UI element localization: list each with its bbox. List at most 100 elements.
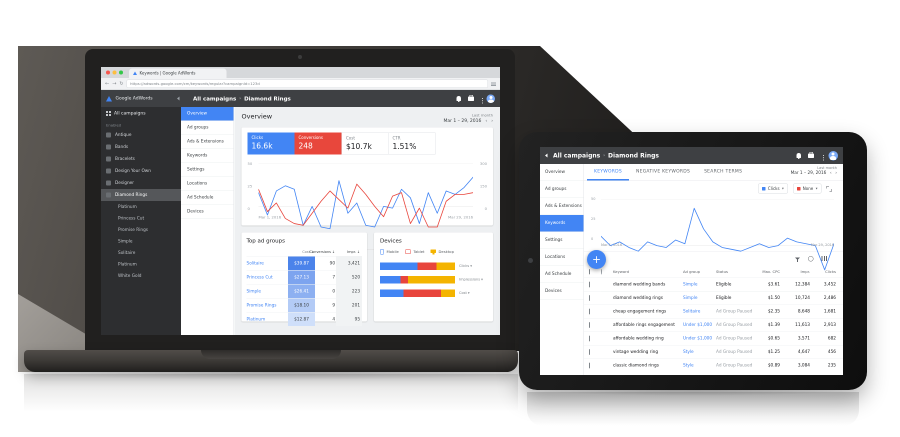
forward-icon[interactable]: →	[112, 80, 117, 87]
tools-briefcase-icon[interactable]	[808, 147, 814, 164]
legend-item-desktop[interactable]: Desktop	[430, 249, 454, 255]
back-icon[interactable]: ←	[105, 80, 110, 87]
row-checkbox[interactable]	[589, 308, 601, 315]
column-header-keyword[interactable]: Keyword	[613, 269, 630, 274]
window-minimize-button[interactable]	[112, 70, 117, 75]
ad-group-link[interactable]: Style	[683, 349, 694, 355]
sidebar-collapse-icon[interactable]	[177, 96, 180, 101]
sidebar-campaign-design-your-own[interactable]: Design Your Own	[101, 165, 181, 177]
browser-tab[interactable]: Keywords | Google AdWords	[129, 68, 227, 78]
metric-select-2[interactable]: None ▾	[792, 183, 822, 194]
browser-menu-icon[interactable]	[491, 81, 496, 86]
sidebar-adgroup-platinum[interactable]: Platinum	[118, 204, 137, 210]
bar-metric-label[interactable]: Cost ▾	[459, 291, 470, 295]
breadcrumb-all-campaigns[interactable]: All campaigns	[193, 95, 237, 102]
bar-metric-label[interactable]: Clicks ▾	[459, 264, 473, 268]
tablet-nav-ad-groups[interactable]: Ad groups	[540, 181, 584, 198]
date-next-icon[interactable]: ›	[491, 118, 493, 124]
row-checkbox[interactable]	[589, 281, 601, 288]
date-next-icon[interactable]: ›	[835, 170, 837, 176]
tablet-breadcrumb-all-campaigns[interactable]: All campaigns	[553, 152, 601, 159]
laptop-nav-locations[interactable]: Locations	[181, 177, 234, 191]
sidebar-all-campaigns[interactable]: All campaigns	[101, 107, 181, 120]
sidebar-campaign-diamond-rings[interactable]: Diamond Rings	[101, 189, 181, 201]
sidebar-adgroup-simple[interactable]: Simple	[118, 238, 133, 244]
sidebar-campaign-designer[interactable]: Designer	[101, 177, 181, 189]
row-checkbox[interactable]	[589, 335, 601, 342]
expand-chart-icon[interactable]	[826, 185, 832, 192]
tablet-nav-keywords[interactable]: Keywords	[540, 215, 584, 232]
ad-group-link[interactable]: Under $1,000	[683, 336, 713, 341]
metric-conversions[interactable]: Conversions 248	[294, 132, 342, 155]
tools-briefcase-icon[interactable]	[468, 90, 474, 107]
column-header-impr[interactable]: Impr. ↓	[347, 250, 361, 254]
overflow-menu-icon[interactable]	[822, 147, 824, 164]
bar-metric-label[interactable]: Impressions ▾	[459, 277, 483, 282]
keyword-cell[interactable]: classic diamond rings	[613, 363, 659, 368]
column-header-cost[interactable]: Cost ↓	[302, 250, 315, 254]
tablet-nav-locations[interactable]: Locations	[540, 249, 584, 266]
adwords-logo[interactable]: Google AdWords	[106, 90, 153, 107]
column-header-clicks[interactable]: Clicks	[825, 269, 836, 274]
column-header-conversions[interactable]: Conversions ↓	[309, 250, 336, 254]
ad-group-link[interactable]: Solitaire	[246, 260, 264, 266]
avatar[interactable]	[486, 90, 495, 107]
sidebar-adgroup-white-gold[interactable]: White Gold	[118, 273, 142, 279]
header-checkbox[interactable]	[589, 268, 601, 275]
filter-icon[interactable]	[795, 257, 800, 262]
laptop-nav-overview[interactable]: Overview	[181, 107, 234, 121]
ad-group-link[interactable]: Solitaire	[683, 309, 701, 314]
tablet-nav-ad-schedule[interactable]: Ad Schedule	[540, 266, 584, 283]
ad-group-link[interactable]: Platinum	[246, 316, 266, 322]
keyword-cell[interactable]: diamond wedding rings	[613, 295, 663, 301]
tablet-nav-overview[interactable]: Overview	[540, 164, 584, 181]
row-checkbox[interactable]	[589, 349, 601, 355]
row-checkbox[interactable]	[589, 322, 601, 328]
metric-select-1[interactable]: Clicks ▾	[757, 183, 788, 194]
column-header-ad-group[interactable]: Ad group	[683, 269, 700, 274]
ad-group-link[interactable]: Princess Cut	[246, 274, 273, 280]
tablet-nav-settings[interactable]: Settings	[540, 232, 584, 249]
overflow-menu-icon[interactable]	[481, 90, 483, 107]
sidebar-campaign-antique[interactable]: Antique	[101, 129, 181, 141]
add-keyword-fab[interactable]: +	[587, 250, 606, 269]
ad-group-link[interactable]: Simple	[683, 282, 698, 287]
metric-cost[interactable]: Cost $10.7k	[341, 132, 389, 155]
laptop-nav-settings[interactable]: Settings	[181, 163, 234, 177]
legend-item-mobile[interactable]: Mobile	[380, 249, 399, 255]
ad-group-link[interactable]: Promise Rings	[246, 302, 277, 308]
row-checkbox[interactable]	[589, 295, 601, 301]
notifications-bell-icon[interactable]	[796, 147, 801, 164]
tablet-date-range-picker[interactable]: Last month Mar 1 – 29, 2016 ‹ ›	[791, 166, 837, 176]
metric-ctr[interactable]: CTR 1.51%	[388, 132, 436, 155]
nav-back-icon[interactable]	[545, 153, 548, 158]
keyword-cell[interactable]: affordable wedding ring	[613, 336, 664, 341]
keyword-cell[interactable]: diamond wedding bands	[613, 282, 666, 287]
tablet-nav-ads-extensions[interactable]: Ads & Extensions	[540, 198, 584, 215]
laptop-nav-devices[interactable]: Devices	[181, 205, 234, 219]
sidebar-campaign-bands[interactable]: Bands	[101, 141, 181, 153]
column-header-status[interactable]: Status	[716, 269, 728, 274]
row-checkbox[interactable]	[589, 362, 601, 369]
avatar[interactable]	[828, 147, 838, 164]
url-field[interactable]: https://adwords.google.com/cm/keywords/r…	[126, 79, 488, 88]
reload-icon[interactable]: ↻	[119, 80, 124, 87]
tab-keywords[interactable]: KEYWORDS	[587, 164, 629, 181]
laptop-nav-keywords[interactable]: Keywords	[181, 149, 234, 163]
window-zoom-button[interactable]	[119, 70, 123, 75]
ad-group-link[interactable]: Under $1,000	[683, 322, 713, 328]
sidebar-adgroup-promise-rings[interactable]: Promise Rings	[118, 227, 148, 233]
window-close-button[interactable]	[106, 70, 110, 75]
keyword-cell[interactable]: vintage wedding ring	[613, 349, 659, 355]
column-header-impr[interactable]: Impr.	[800, 269, 810, 274]
columns-icon[interactable]	[821, 256, 827, 261]
keyword-cell[interactable]: cheap engagement rings	[613, 309, 667, 314]
laptop-nav-ad-groups[interactable]: Ad groups	[181, 121, 234, 135]
legend-item-tablet[interactable]: Tablet	[404, 249, 425, 254]
tab-negative-keywords[interactable]: NEGATIVE KEYWORDS	[635, 169, 691, 174]
ad-group-link[interactable]: Simple	[683, 295, 698, 301]
sidebar-adgroup-solitaire[interactable]: Solitaire	[118, 250, 136, 256]
tablet-nav-devices[interactable]: Devices	[540, 283, 584, 300]
sidebar-adgroup-princess-cut[interactable]: Princess Cut	[118, 215, 145, 221]
laptop-nav-ads-extensions[interactable]: Ads & Extensions	[181, 135, 234, 149]
